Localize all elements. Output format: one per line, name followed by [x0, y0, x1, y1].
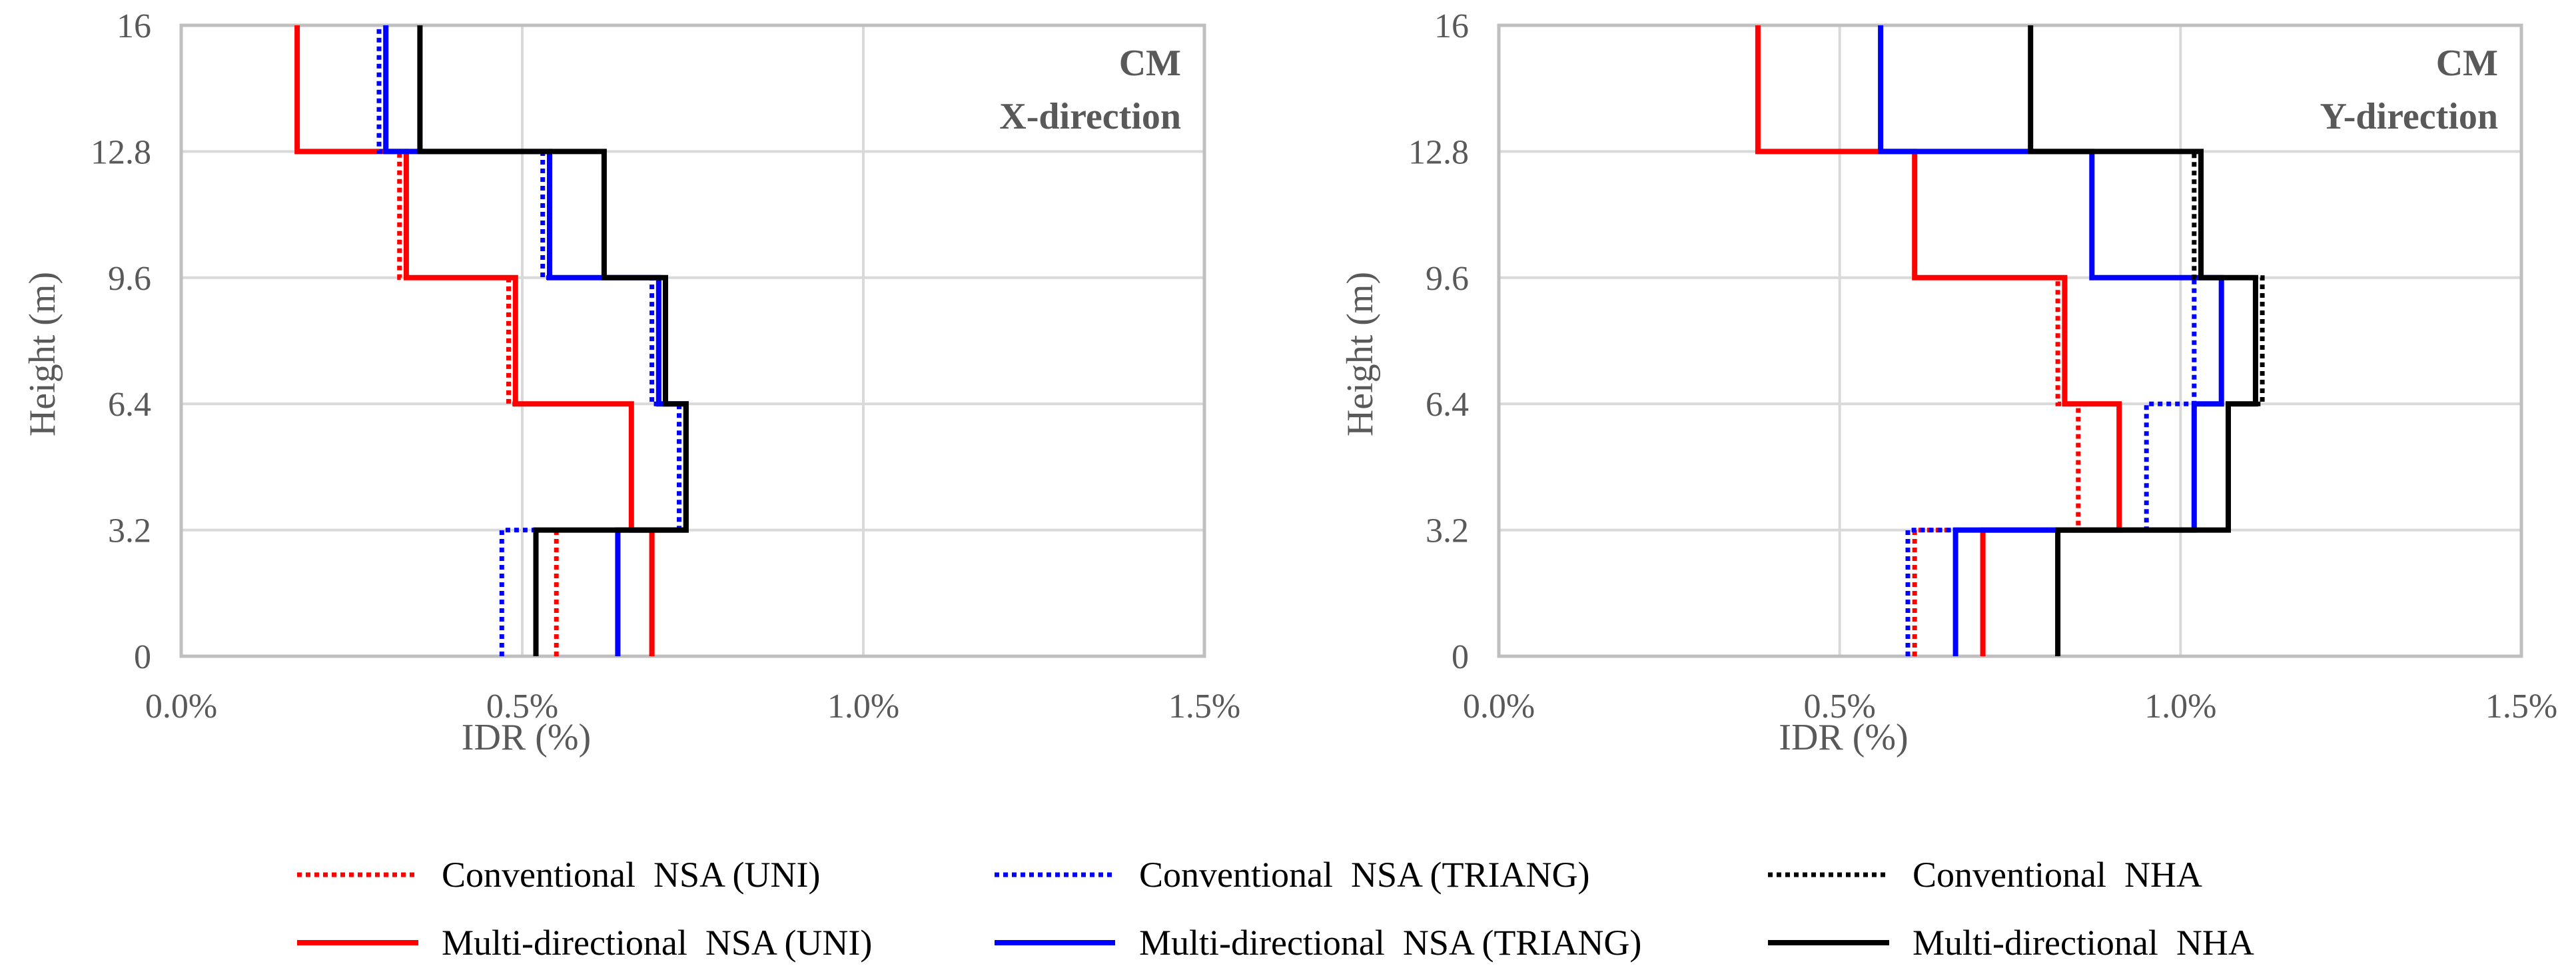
y-tick-label: 12.8: [1408, 133, 1469, 171]
series-line-4: [1878, 25, 2224, 656]
chart-panel-1: 0 3.2 6.4 9.6 12.8 16 0.0% 0.5% 1.0% 1.5% IDR (%) H…: [22, 7, 1240, 758]
chart-panels: 0 3.2 6.4 9.6 12.8 16 0.0% 0.5% 1.0% 1.5% IDR (%) H…: [22, 7, 2557, 758]
legend-label: Conventional NHA: [1913, 855, 2202, 895]
legend-item-2: Multi-directional NSA (UNI): [297, 923, 872, 963]
legend-label: Multi-directional NHA: [1913, 923, 2254, 963]
x-tick-label: 1.0%: [827, 688, 899, 726]
y-tick-label: 0: [1452, 638, 1469, 676]
series-line-2: [1755, 25, 2122, 656]
legend-label: Conventional NSA (TRIANG): [1139, 855, 1589, 895]
x-tick-label: 0.5%: [486, 688, 558, 726]
legend-label: Conventional NSA (UNI): [442, 855, 820, 895]
series-line-6: [2028, 25, 2258, 656]
series-line-6: [417, 25, 689, 656]
y-axis-title: Height (m): [1340, 272, 1381, 436]
x-tick-label: 0.0%: [1463, 688, 1535, 726]
panel-label-direction: Y-direction: [2320, 96, 2498, 137]
chart-panel-2: 0 3.2 6.4 9.6 12.8 16 0.0% 0.5% 1.0% 1.5% IDR (%) H…: [1340, 7, 2557, 758]
y-tick-label: 16: [117, 7, 151, 45]
y-tick-label: 6.4: [108, 386, 151, 424]
series-line-5: [417, 25, 689, 656]
legend-item-4: Multi-directional NSA (TRIANG): [995, 923, 1641, 963]
x-tick-label: 1.0%: [2144, 688, 2216, 726]
x-axis-title: IDR (%): [462, 717, 591, 758]
x-axis-title: IDR (%): [1779, 717, 1908, 758]
plot-frame: [1497, 23, 2523, 658]
plot-frame: [179, 23, 1206, 658]
legend: Conventional NSA (UNI) Multi-directional …: [297, 855, 2254, 963]
legend-item-3: Conventional NSA (TRIANG): [995, 855, 1589, 895]
y-tick-label: 0: [134, 638, 151, 676]
series-line-2: [294, 25, 655, 656]
y-tick-label: 9.6: [1426, 260, 1469, 298]
legend-label: Multi-directional NSA (TRIANG): [1139, 923, 1641, 963]
series-line-3: [1878, 25, 2197, 656]
y-tick-label: 3.2: [108, 512, 151, 550]
y-tick-label: 6.4: [1426, 386, 1469, 424]
y-tick-label: 12.8: [91, 133, 151, 171]
panel-label-direction: X-direction: [999, 96, 1181, 137]
legend-item-1: Conventional NSA (UNI): [297, 855, 820, 895]
y-tick-label: 9.6: [108, 260, 151, 298]
x-tick-label: 0.0%: [145, 688, 217, 726]
x-tick-label: 1.5%: [1168, 688, 1240, 726]
y-tick-label: 3.2: [1426, 512, 1469, 550]
panel-label-cm: CM: [2436, 43, 2498, 84]
y-axis-title: Height (m): [22, 272, 63, 436]
x-tick-label: 0.5%: [1804, 688, 1876, 726]
legend-label: Multi-directional NSA (UNI): [442, 923, 872, 963]
legend-item-5: Conventional NHA: [1768, 855, 2202, 895]
x-tick-label: 1.5%: [2485, 688, 2557, 726]
series-line-3: [376, 25, 681, 656]
series-line-1: [294, 25, 634, 656]
y-tick-label: 16: [1434, 7, 1469, 45]
panel-label-cm: CM: [1119, 43, 1181, 84]
legend-item-6: Multi-directional NHA: [1768, 923, 2254, 963]
